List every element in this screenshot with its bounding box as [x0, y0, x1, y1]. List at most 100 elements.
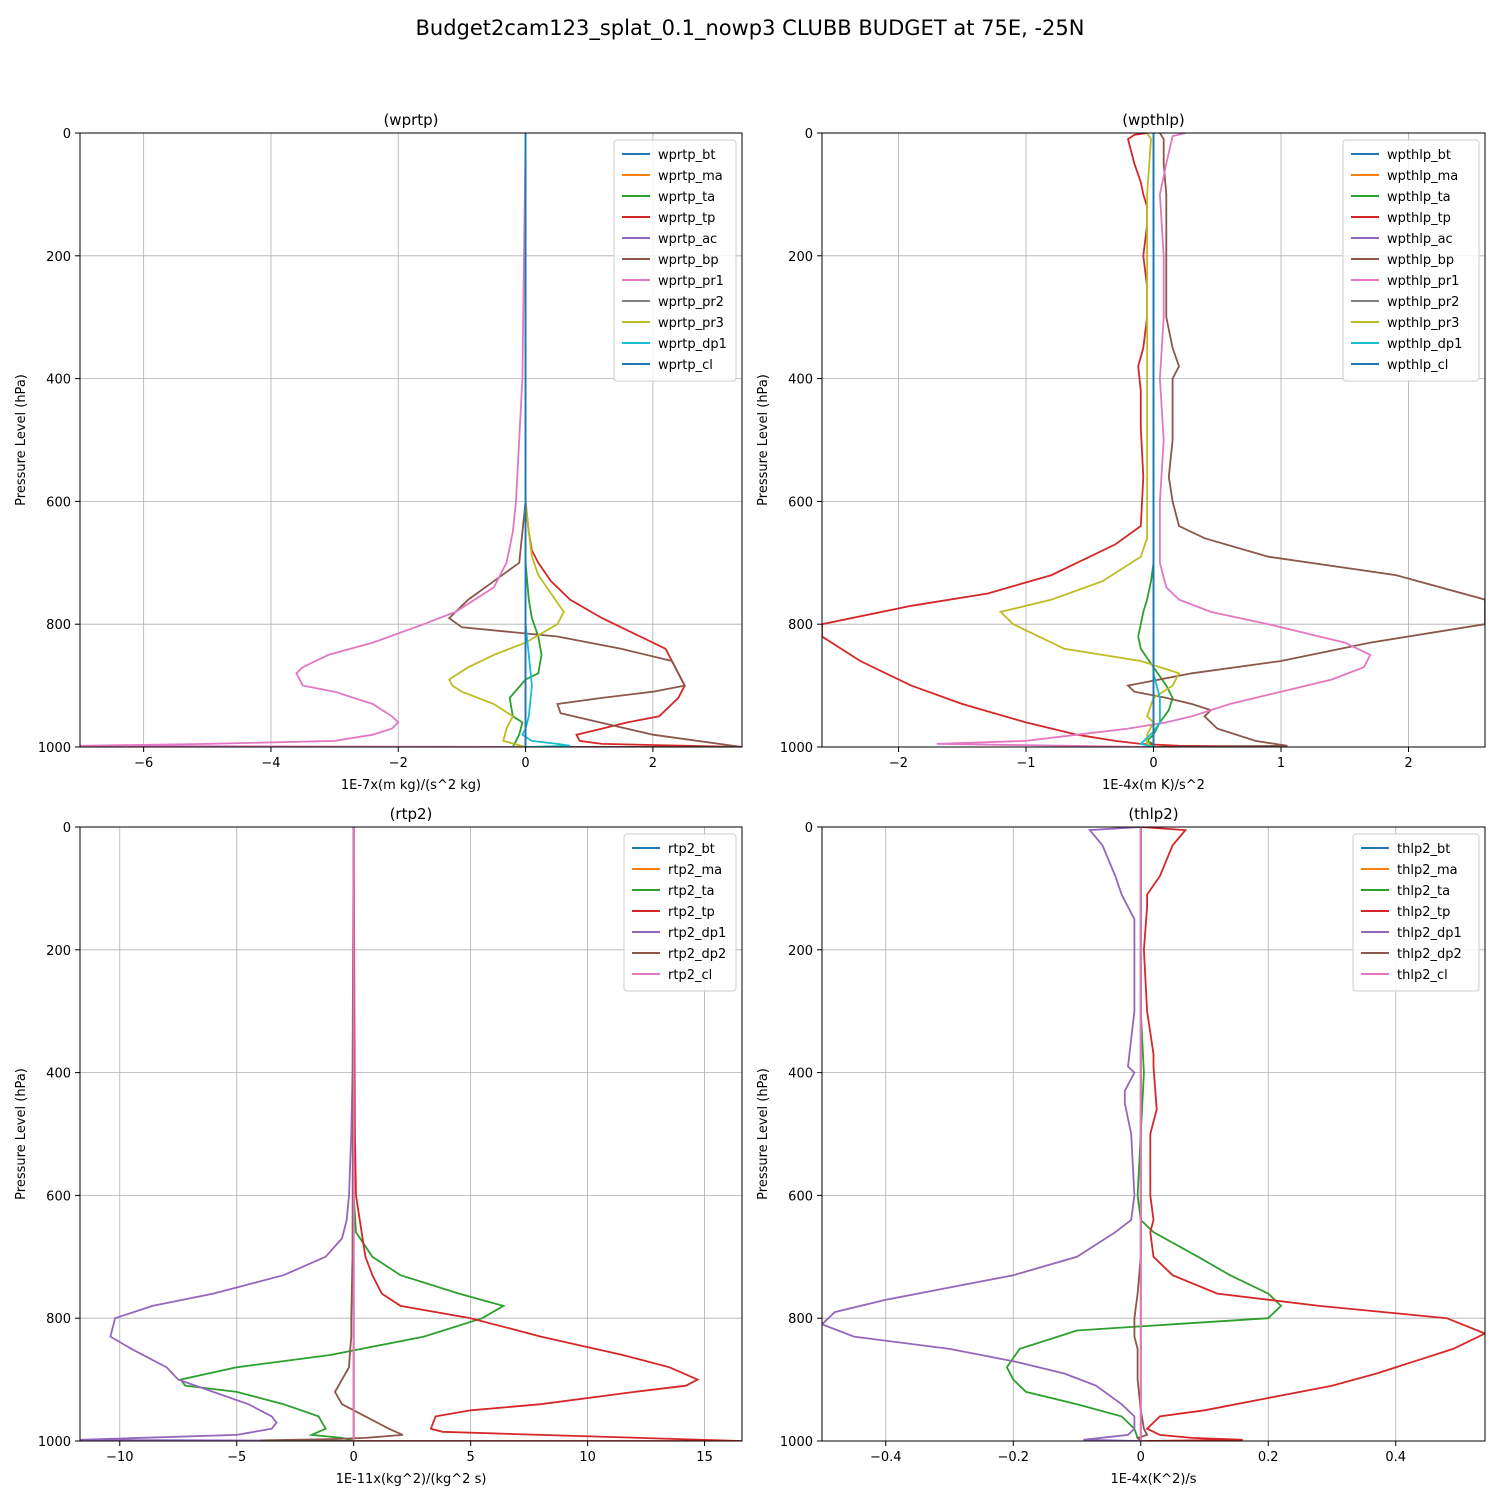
legend-label: rtp2_bt [668, 842, 715, 857]
legend-label: thlp2_dp1 [1397, 926, 1462, 941]
x-tick-label: 0 [521, 756, 529, 771]
legend-label: wpthlp_ac [1387, 232, 1453, 247]
series-group [80, 133, 742, 747]
series-group [822, 133, 1485, 747]
x-tick-label: −0.2 [997, 1450, 1029, 1465]
series-line-rtp2_tp [352, 827, 742, 1441]
legend-label: wprtp_ac [658, 232, 717, 247]
series-line-wprtp_pr1 [80, 133, 527, 747]
y-tick-label: 600 [788, 1189, 813, 1204]
legend-label: wpthlp_pr3 [1387, 316, 1459, 331]
y-tick-label: 400 [788, 1067, 813, 1082]
y-tick-label: 0 [63, 821, 71, 836]
x-tick-label: 0.2 [1258, 1450, 1279, 1465]
legend-box [623, 833, 737, 992]
legend-label: wprtp_pr3 [658, 316, 724, 331]
x-tick-label: 2 [1404, 756, 1412, 771]
legend-label: rtp2_dp1 [668, 926, 726, 941]
series-line-wprtp_pr3 [448, 133, 565, 747]
x-tick-label: 0 [1149, 756, 1157, 771]
x-tick-label: −4 [261, 756, 280, 771]
legend-label: wpthlp_bp [1387, 253, 1454, 268]
x-tick-label: 0.4 [1385, 1450, 1406, 1465]
y-tick-label: 800 [46, 618, 71, 633]
y-tick-label: 800 [788, 618, 813, 633]
legend-label: wprtp_ta [658, 190, 715, 205]
y-tick-label: 1000 [780, 1435, 813, 1450]
x-tick-label: 15 [696, 1450, 713, 1465]
series-line-wprtp_bp [447, 133, 742, 747]
x-tick-label: −6 [134, 756, 153, 771]
legend-label: wprtp_cl [658, 358, 713, 373]
series-line-thlp2_dp1 [822, 827, 1141, 1441]
panel-title: (wpthlp) [1122, 111, 1185, 129]
legend-label: wpthlp_ta [1387, 190, 1451, 205]
y-tick-label: 400 [788, 373, 813, 388]
x-tick-label: −1 [1016, 756, 1035, 771]
x-tick-label: 2 [649, 756, 657, 771]
legend-label: rtp2_ma [668, 863, 722, 878]
x-tick-label: 0 [1137, 1450, 1145, 1465]
y-tick-label: 800 [788, 1312, 813, 1327]
y-tick-label: 200 [46, 944, 71, 959]
legend-label: wpthlp_cl [1387, 358, 1448, 373]
legend-label: wpthlp_bt [1387, 148, 1451, 163]
x-axis-label: 1E-7x(m kg)/(s^2 kg) [341, 778, 481, 793]
x-axis-label: 1E-11x(kg^2)/(kg^2 s) [336, 1472, 487, 1487]
y-tick-label: 200 [788, 250, 813, 265]
y-tick-label: 0 [63, 127, 71, 142]
series-line-wpthlp_dp1 [1139, 133, 1161, 747]
legend-label: wpthlp_pr1 [1387, 274, 1459, 289]
legend-label: rtp2_cl [668, 968, 712, 983]
y-tick-label: 1000 [780, 741, 813, 756]
y-tick-label: 600 [46, 1189, 71, 1204]
x-tick-label: 5 [467, 1450, 475, 1465]
y-tick-label: 800 [46, 1312, 71, 1327]
y-axis-label: Pressure Level (hPa) [14, 1068, 29, 1200]
legend-label: wprtp_bt [658, 148, 715, 163]
x-tick-label: 0 [350, 1450, 358, 1465]
x-tick-label: 1 [1277, 756, 1285, 771]
series-group [80, 827, 742, 1441]
legend-label: wpthlp_pr2 [1387, 295, 1459, 310]
panel-title: (wprtp) [383, 111, 438, 129]
y-axis-label: Pressure Level (hPa) [756, 374, 771, 506]
series-group [822, 827, 1485, 1441]
series-line-thlp2_ta [1005, 827, 1283, 1441]
y-tick-label: 400 [46, 373, 71, 388]
x-tick-label: −10 [106, 1450, 133, 1465]
x-axis-label: 1E-4x(K^2)/s [1110, 1472, 1196, 1487]
legend-label: thlp2_ma [1397, 863, 1458, 878]
y-tick-label: 400 [46, 1067, 71, 1082]
y-tick-label: 200 [46, 250, 71, 265]
series-line-wpthlp_tp [822, 133, 1256, 747]
x-tick-label: −2 [889, 756, 908, 771]
legend-label: wpthlp_dp1 [1387, 337, 1462, 352]
series-line-wpthlp_pr1 [936, 133, 1372, 747]
legend-label: thlp2_dp2 [1397, 947, 1462, 962]
series-line-rtp2_ta [179, 827, 506, 1441]
legend-label: wpthlp_ma [1387, 169, 1458, 184]
series-line-thlp2_tp [1140, 827, 1485, 1441]
axes-frame [79, 132, 743, 748]
x-tick-label: −0.4 [870, 1450, 902, 1465]
y-tick-label: 200 [788, 944, 813, 959]
legend-label: thlp2_ta [1397, 884, 1450, 899]
legend-box [613, 139, 737, 382]
y-tick-label: 600 [788, 495, 813, 510]
legend-label: rtp2_ta [668, 884, 715, 899]
legend-label: wpthlp_tp [1387, 211, 1451, 226]
series-line-rtp2_dp2 [260, 827, 404, 1441]
y-tick-label: 600 [46, 495, 71, 510]
series-line-wpthlp_pr3 [998, 133, 1181, 747]
x-tick-label: 10 [579, 1450, 596, 1465]
x-tick-label: −2 [389, 756, 408, 771]
series-line-rtp2_dp1 [80, 827, 355, 1441]
y-axis-label: Pressure Level (hPa) [14, 374, 29, 506]
legend-label: wprtp_dp1 [658, 337, 727, 352]
legend-label: rtp2_dp2 [668, 947, 726, 962]
